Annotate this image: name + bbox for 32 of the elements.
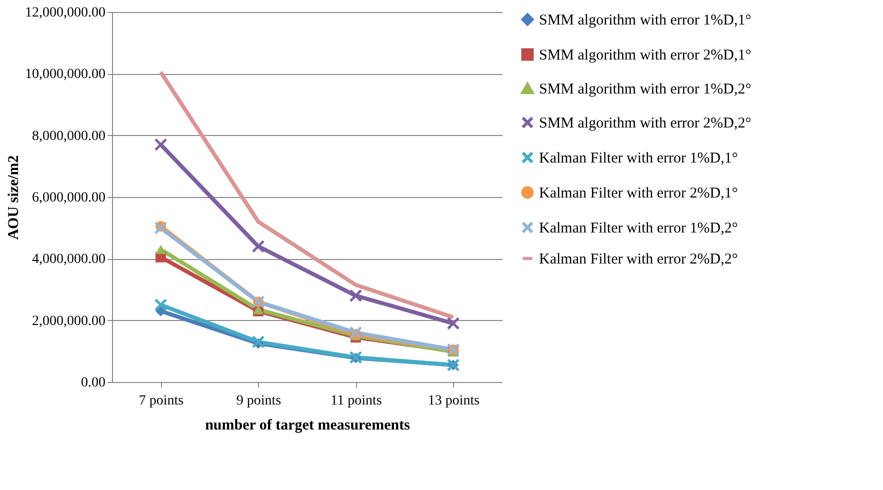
legend-label: Kalman Filter with error 1%D,1°	[539, 150, 738, 166]
y-tick-label: 12,000,000.00	[25, 6, 106, 20]
legend-label: Kalman Filter with error 2%D,2°	[539, 252, 738, 268]
point	[446, 316, 460, 330]
x-tick-label: 7 points	[138, 394, 184, 408]
line-series	[158, 70, 456, 320]
point	[349, 289, 362, 302]
legend-label: SMM algorithm with error 2%D,1°	[539, 48, 752, 64]
y-tick-label: 6,000,000.00	[32, 190, 106, 206]
y-tick-label: 8,000,000.00	[32, 128, 106, 144]
point	[252, 240, 265, 253]
legend-label: Kalman Filter with error 1%D,2°	[539, 220, 738, 236]
point	[154, 138, 168, 152]
y-tick-label: 2,000,000.00	[32, 314, 106, 329]
point	[156, 244, 166, 254]
x-axis-title: number of target measurements	[205, 418, 410, 434]
point	[349, 326, 362, 340]
y-tick-label: 0.00	[81, 376, 106, 390]
point	[154, 221, 168, 234]
y-axis-title: AOU size/m2	[6, 155, 22, 240]
legend-label: SMM algorithm with error 2%D,2°	[539, 116, 752, 132]
legend-label: SMM algorithm with error 1%D,1°	[539, 12, 752, 28]
point	[252, 335, 265, 348]
x-tick-label: 9 points	[236, 394, 282, 408]
point	[154, 298, 168, 312]
y-tick-label: 4,000,000.00	[32, 252, 106, 268]
x-tick-label: 13 points	[428, 394, 480, 408]
point	[156, 306, 166, 316]
y-tick-label: 10,000,000.00	[25, 67, 106, 82]
legend-label: Kalman Filter with error 2%D,1°	[539, 186, 738, 202]
x-tick-label: 11 points	[330, 394, 382, 408]
legend-label: SMM algorithm with error 1%D,2°	[539, 82, 752, 98]
